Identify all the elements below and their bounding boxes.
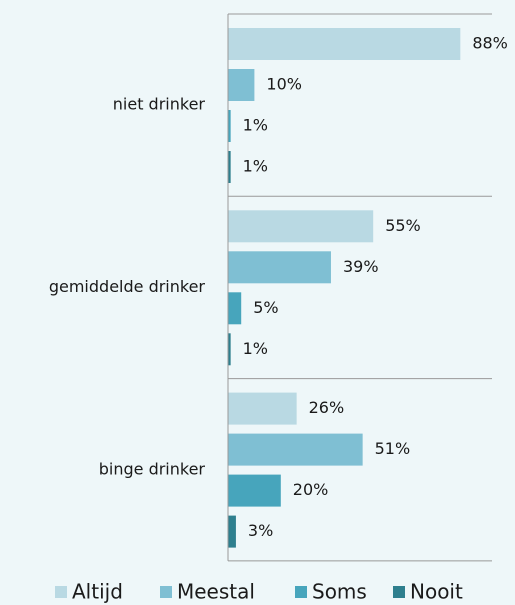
legend-label: Altijd xyxy=(72,580,123,604)
bar xyxy=(228,474,281,507)
value-label: 51% xyxy=(375,439,411,458)
bar xyxy=(228,392,297,425)
legend-label: Nooit xyxy=(410,580,463,604)
value-label: 1% xyxy=(243,157,268,176)
value-label: 20% xyxy=(293,480,329,499)
legend-swatch xyxy=(393,586,405,598)
value-label: 5% xyxy=(253,298,278,317)
bar xyxy=(228,251,331,284)
bar xyxy=(228,110,231,142)
category-label: gemiddelde drinker xyxy=(49,277,206,296)
bar xyxy=(228,151,231,183)
value-label: 1% xyxy=(243,339,268,358)
value-label: 10% xyxy=(266,75,302,94)
value-label: 39% xyxy=(343,257,379,276)
bar xyxy=(228,515,236,548)
value-label: 3% xyxy=(248,521,273,540)
legend-label: Meestal xyxy=(177,580,255,604)
category-label: niet drinker xyxy=(113,95,206,114)
legend-swatch xyxy=(295,586,307,598)
bar xyxy=(228,433,363,466)
value-label: 1% xyxy=(243,116,268,135)
bar xyxy=(228,333,231,366)
bar xyxy=(228,28,461,60)
legend-swatch xyxy=(55,586,67,598)
category-label: binge drinker xyxy=(99,459,206,478)
value-label: 88% xyxy=(472,34,508,53)
bar xyxy=(228,69,255,101)
bar xyxy=(228,210,374,243)
bar xyxy=(228,292,242,325)
legend-swatch xyxy=(160,586,172,598)
legend-label: Soms xyxy=(312,580,367,604)
value-label: 55% xyxy=(385,216,421,235)
value-label: 26% xyxy=(309,398,345,417)
